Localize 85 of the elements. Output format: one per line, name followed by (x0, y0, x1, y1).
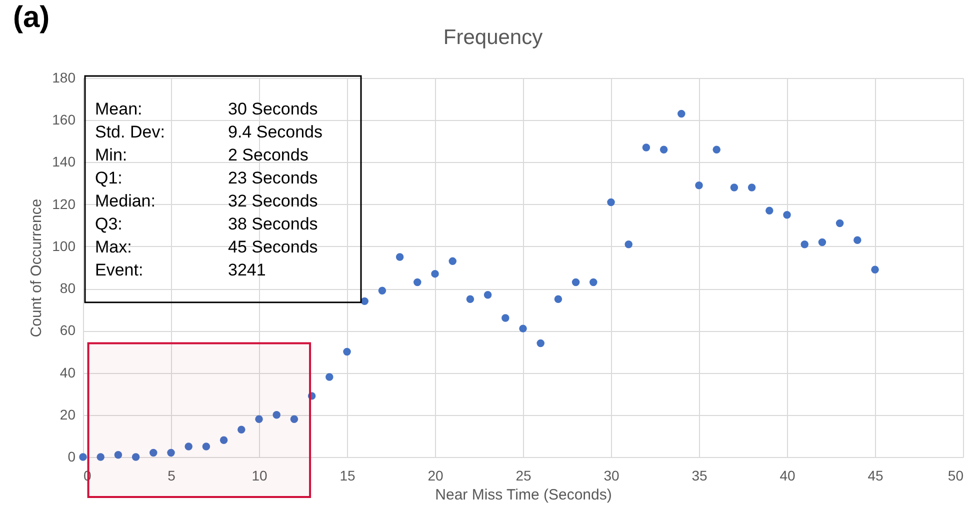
point (326, 373, 334, 381)
point (150, 448, 158, 457)
point (114, 451, 122, 459)
annotation: 2 Seconds (228, 146, 308, 165)
annotation: 9.4 Seconds (228, 122, 323, 142)
text: (a) (13, 1, 50, 34)
x-tick-label: 40 (780, 468, 796, 484)
point (519, 324, 527, 332)
y-tick-label: 80 (60, 280, 76, 296)
annotation: 23 Seconds (228, 168, 318, 188)
point (624, 240, 632, 248)
point (607, 198, 615, 206)
point (343, 348, 351, 356)
annotation: Event: (95, 260, 144, 280)
x-tick-label: 35 (692, 468, 708, 484)
point (695, 182, 703, 190)
point (272, 411, 280, 419)
point (167, 448, 175, 457)
point (79, 453, 87, 461)
annotation: 38 Seconds (228, 214, 318, 234)
x-axis-title: Near Miss Time (Seconds) (435, 486, 612, 504)
point (766, 206, 774, 215)
y-axis-title: Count of Occurrence (28, 198, 46, 338)
x-tick-label: 5 (168, 468, 176, 484)
point (396, 253, 404, 261)
annotation: Q3: (95, 214, 122, 234)
point (502, 314, 510, 322)
annotation: 32 Seconds (228, 192, 318, 211)
x-tick-label: 30 (604, 468, 620, 484)
point (800, 240, 808, 248)
point (642, 144, 650, 152)
y-tick-label: 160 (52, 112, 76, 128)
point (220, 436, 228, 444)
y-tick-label: 20 (60, 406, 76, 422)
point (678, 110, 686, 118)
point (712, 146, 720, 154)
point (590, 278, 598, 286)
annotation: Q1: (95, 168, 122, 188)
point (414, 278, 422, 286)
point (202, 442, 210, 450)
point (572, 278, 580, 286)
chart-title: Frequency (443, 26, 544, 49)
point (132, 453, 140, 461)
y-tick-label: 0 (68, 448, 76, 464)
annotation: Mean: (95, 100, 142, 119)
point (854, 236, 862, 244)
point (554, 295, 562, 303)
point (238, 426, 246, 434)
y-tick-label: 180 (52, 70, 76, 86)
annotation: 3241 (228, 260, 266, 280)
annotation: Std. Dev: (95, 122, 165, 142)
y-tick-label: 120 (52, 196, 76, 212)
point (184, 442, 192, 450)
x-tick-label: 25 (516, 468, 532, 484)
x-tick-label: 50 (948, 468, 964, 484)
point (290, 415, 298, 423)
point (730, 184, 738, 192)
y-tick-label: 60 (60, 322, 76, 338)
x-tick-label: 20 (428, 468, 444, 484)
point (818, 238, 826, 246)
point (660, 146, 668, 154)
point (783, 210, 791, 219)
point (96, 453, 104, 461)
point (484, 291, 492, 299)
point (536, 339, 544, 348)
point (431, 270, 439, 278)
y-tick-label: 40 (60, 364, 76, 380)
annotation: Median: (95, 192, 156, 211)
point (255, 415, 263, 423)
annotation: Min: (95, 146, 128, 165)
point (448, 257, 456, 266)
x-tick-label: 10 (252, 468, 268, 484)
point (836, 219, 844, 228)
point (378, 286, 386, 295)
annotation: 30 Seconds (228, 100, 318, 119)
y-tick-label: 140 (52, 154, 76, 170)
point (308, 392, 316, 400)
point (871, 266, 879, 274)
annotation: Max: (95, 238, 132, 257)
annotation: 45 Seconds (228, 238, 318, 257)
x-tick-label: 45 (868, 468, 884, 484)
point (748, 184, 756, 192)
x-tick-label: 15 (340, 468, 356, 484)
y-tick-label: 100 (52, 238, 76, 254)
point (466, 295, 474, 303)
